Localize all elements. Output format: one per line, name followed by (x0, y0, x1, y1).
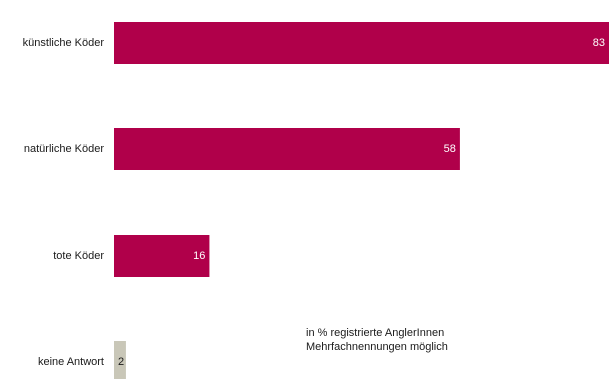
bar-tote-koeder (114, 235, 210, 277)
category-label-kuenstliche-koeder: künstliche Köder (23, 37, 105, 49)
bar-kuenstliche-koeder (114, 22, 609, 64)
note-line-1: in % registrierte AnglerInnen (306, 327, 445, 339)
category-label-keine-antwort: keine Antwort (38, 356, 104, 368)
value-label-keine-antwort: 2 (118, 356, 124, 368)
value-label-natuerliche-koeder: 58 (444, 143, 456, 155)
category-label-natuerliche-koeder: natürliche Köder (24, 143, 104, 155)
bar-natuerliche-koeder (114, 128, 460, 170)
value-label-tote-koeder: 16 (193, 250, 205, 262)
note-line-2: Mehrfachnennungen möglich (306, 341, 448, 353)
category-label-tote-koeder: tote Köder (53, 250, 104, 262)
chart-note: in % registrierte AnglerInnen Mehrfachne… (306, 326, 448, 354)
value-label-kuenstliche-koeder: 83 (593, 37, 605, 49)
bar-keine-antwort (114, 341, 126, 379)
